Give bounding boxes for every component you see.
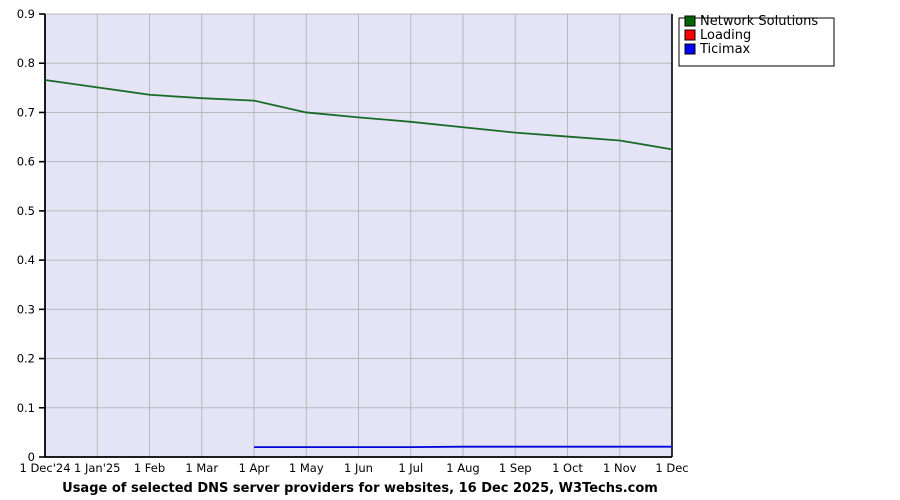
x-tick-label: 1 Nov xyxy=(603,461,637,475)
series-line xyxy=(44,79,673,151)
x-tick-label: 1 Oct xyxy=(552,461,583,475)
x-tick-label: 1 Apr xyxy=(239,461,270,475)
y-tick-label: 0.7 xyxy=(17,105,35,119)
chart-title: Usage of selected DNS server providers f… xyxy=(62,481,658,496)
data-series-layer xyxy=(44,79,673,449)
legend-label: Loading xyxy=(700,28,751,43)
x-tick-label: 1 Aug xyxy=(446,461,479,475)
vertical-gridlines xyxy=(96,14,621,457)
y-tick-label: 0 xyxy=(28,450,35,464)
x-tick-label: 1 Dec xyxy=(655,461,688,475)
y-tick-label: 0.3 xyxy=(17,302,35,316)
legend-swatch xyxy=(684,43,696,55)
legend-label: Ticimax xyxy=(699,42,751,57)
x-tick-label: 1 Mar xyxy=(185,461,218,475)
x-tick-label: 1 Feb xyxy=(134,461,165,475)
y-tick-label: 0.4 xyxy=(17,253,35,267)
legend-label: Network Solutions xyxy=(700,14,818,29)
y-tick-label: 0.8 xyxy=(17,56,35,70)
y-tick-label: 0.5 xyxy=(17,204,35,218)
x-tick-label: 1 Sep xyxy=(499,461,532,475)
legend-swatch xyxy=(684,29,696,41)
legend-swatch xyxy=(684,15,696,27)
y-tick-label: 0.2 xyxy=(17,352,35,366)
x-tick-label: 1 Dec'24 xyxy=(19,461,70,475)
y-tick-label: 0.1 xyxy=(17,401,35,415)
y-tick-label: 0.9 xyxy=(17,7,35,21)
legend-box xyxy=(678,17,835,67)
x-tick-label: 1 Jun xyxy=(344,461,373,475)
x-tick-label: 1 May xyxy=(289,461,324,475)
x-tick-label: 1 Jul xyxy=(398,461,423,475)
x-tick-label: 1 Jan'25 xyxy=(74,461,121,475)
y-tick-label: 0.6 xyxy=(17,155,35,169)
y-axis-ticks: 0 0.1 0.2 0.3 0.4 0.5 0.6 0.7 0.8 0.9 xyxy=(17,7,45,464)
x-axis-ticks: 1 Dec'24 1 Jan'25 1 Feb 1 Mar 1 Apr 1 May 1 Ju… xyxy=(19,461,688,475)
